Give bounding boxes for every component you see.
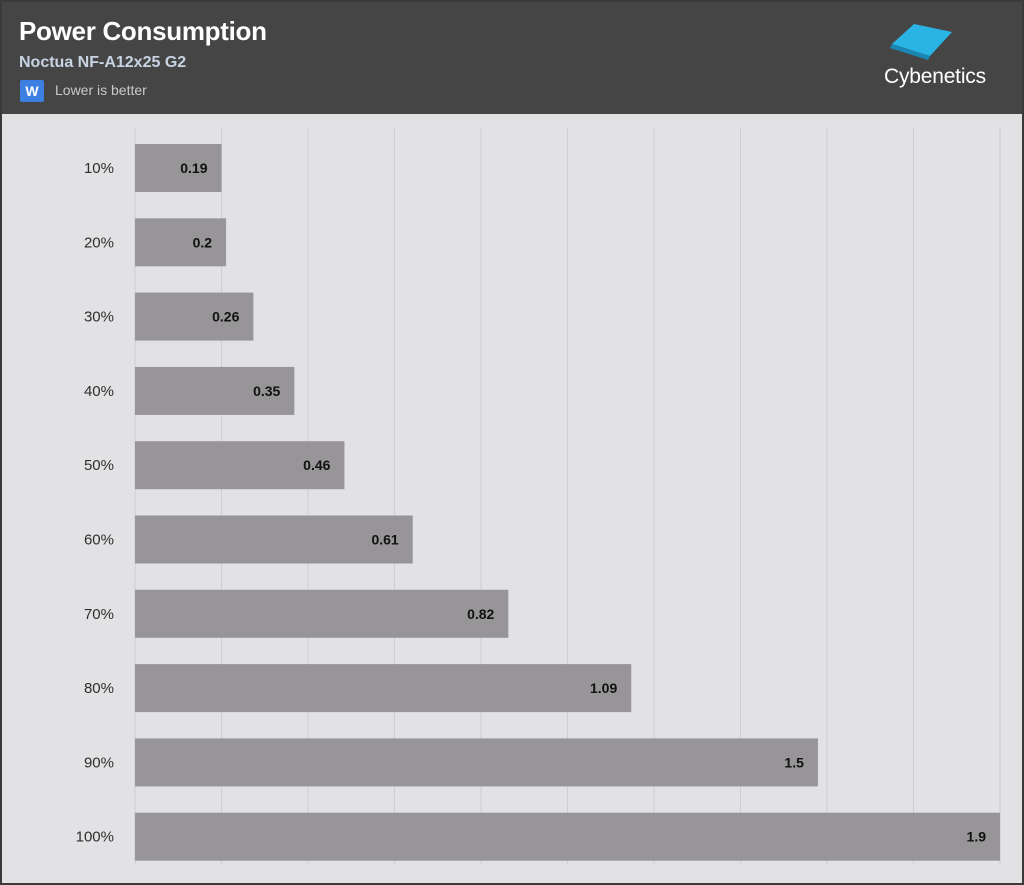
y-tick-label: 70% <box>84 606 114 623</box>
y-tick-label: 100% <box>76 829 114 846</box>
y-tick-label: 20% <box>84 234 114 251</box>
lower-is-better-note: Lower is better <box>55 82 147 98</box>
y-tick-label: 50% <box>84 457 114 474</box>
y-tick-label: 80% <box>84 680 114 697</box>
bar <box>135 515 413 564</box>
chart-header: Power Consumption Noctua NF-A12x25 G2 W … <box>2 2 1022 114</box>
data-label: 0.26 <box>212 309 239 325</box>
bar <box>135 738 818 787</box>
data-label: 0.2 <box>193 234 213 250</box>
bar <box>135 812 1000 861</box>
logo-text: Cybenetics <box>884 65 986 88</box>
unit-badge: W <box>20 80 44 102</box>
cybenetics-logo-icon <box>890 24 952 60</box>
y-tick-label: 90% <box>84 754 114 771</box>
y-tick-label: 10% <box>84 160 114 177</box>
data-label: 1.5 <box>784 754 804 770</box>
bar-chart-plot: 10% 0.19 20% 0.2 30% 0.26 40% 0.35 50% 0.46 60% 0.6… <box>76 128 1001 864</box>
bar <box>135 441 345 490</box>
data-label: 0.82 <box>467 606 494 622</box>
y-tick-label: 60% <box>84 532 114 549</box>
bar <box>135 589 509 638</box>
data-label: 1.9 <box>967 829 987 845</box>
chart-title: Power Consumption <box>19 16 267 46</box>
y-tick-label: 40% <box>84 383 114 400</box>
bar <box>135 292 254 341</box>
bar <box>135 366 295 415</box>
y-tick-label: 30% <box>84 309 114 326</box>
data-label: 0.35 <box>253 383 280 399</box>
bar <box>135 144 222 192</box>
bar <box>135 664 632 713</box>
bar <box>135 218 227 267</box>
chart-subtitle: Noctua NF-A12x25 G2 <box>19 54 187 71</box>
data-label: 0.19 <box>180 160 207 176</box>
data-label: 0.46 <box>303 457 330 473</box>
data-label: 1.09 <box>590 680 617 696</box>
data-label: 0.61 <box>371 532 398 548</box>
